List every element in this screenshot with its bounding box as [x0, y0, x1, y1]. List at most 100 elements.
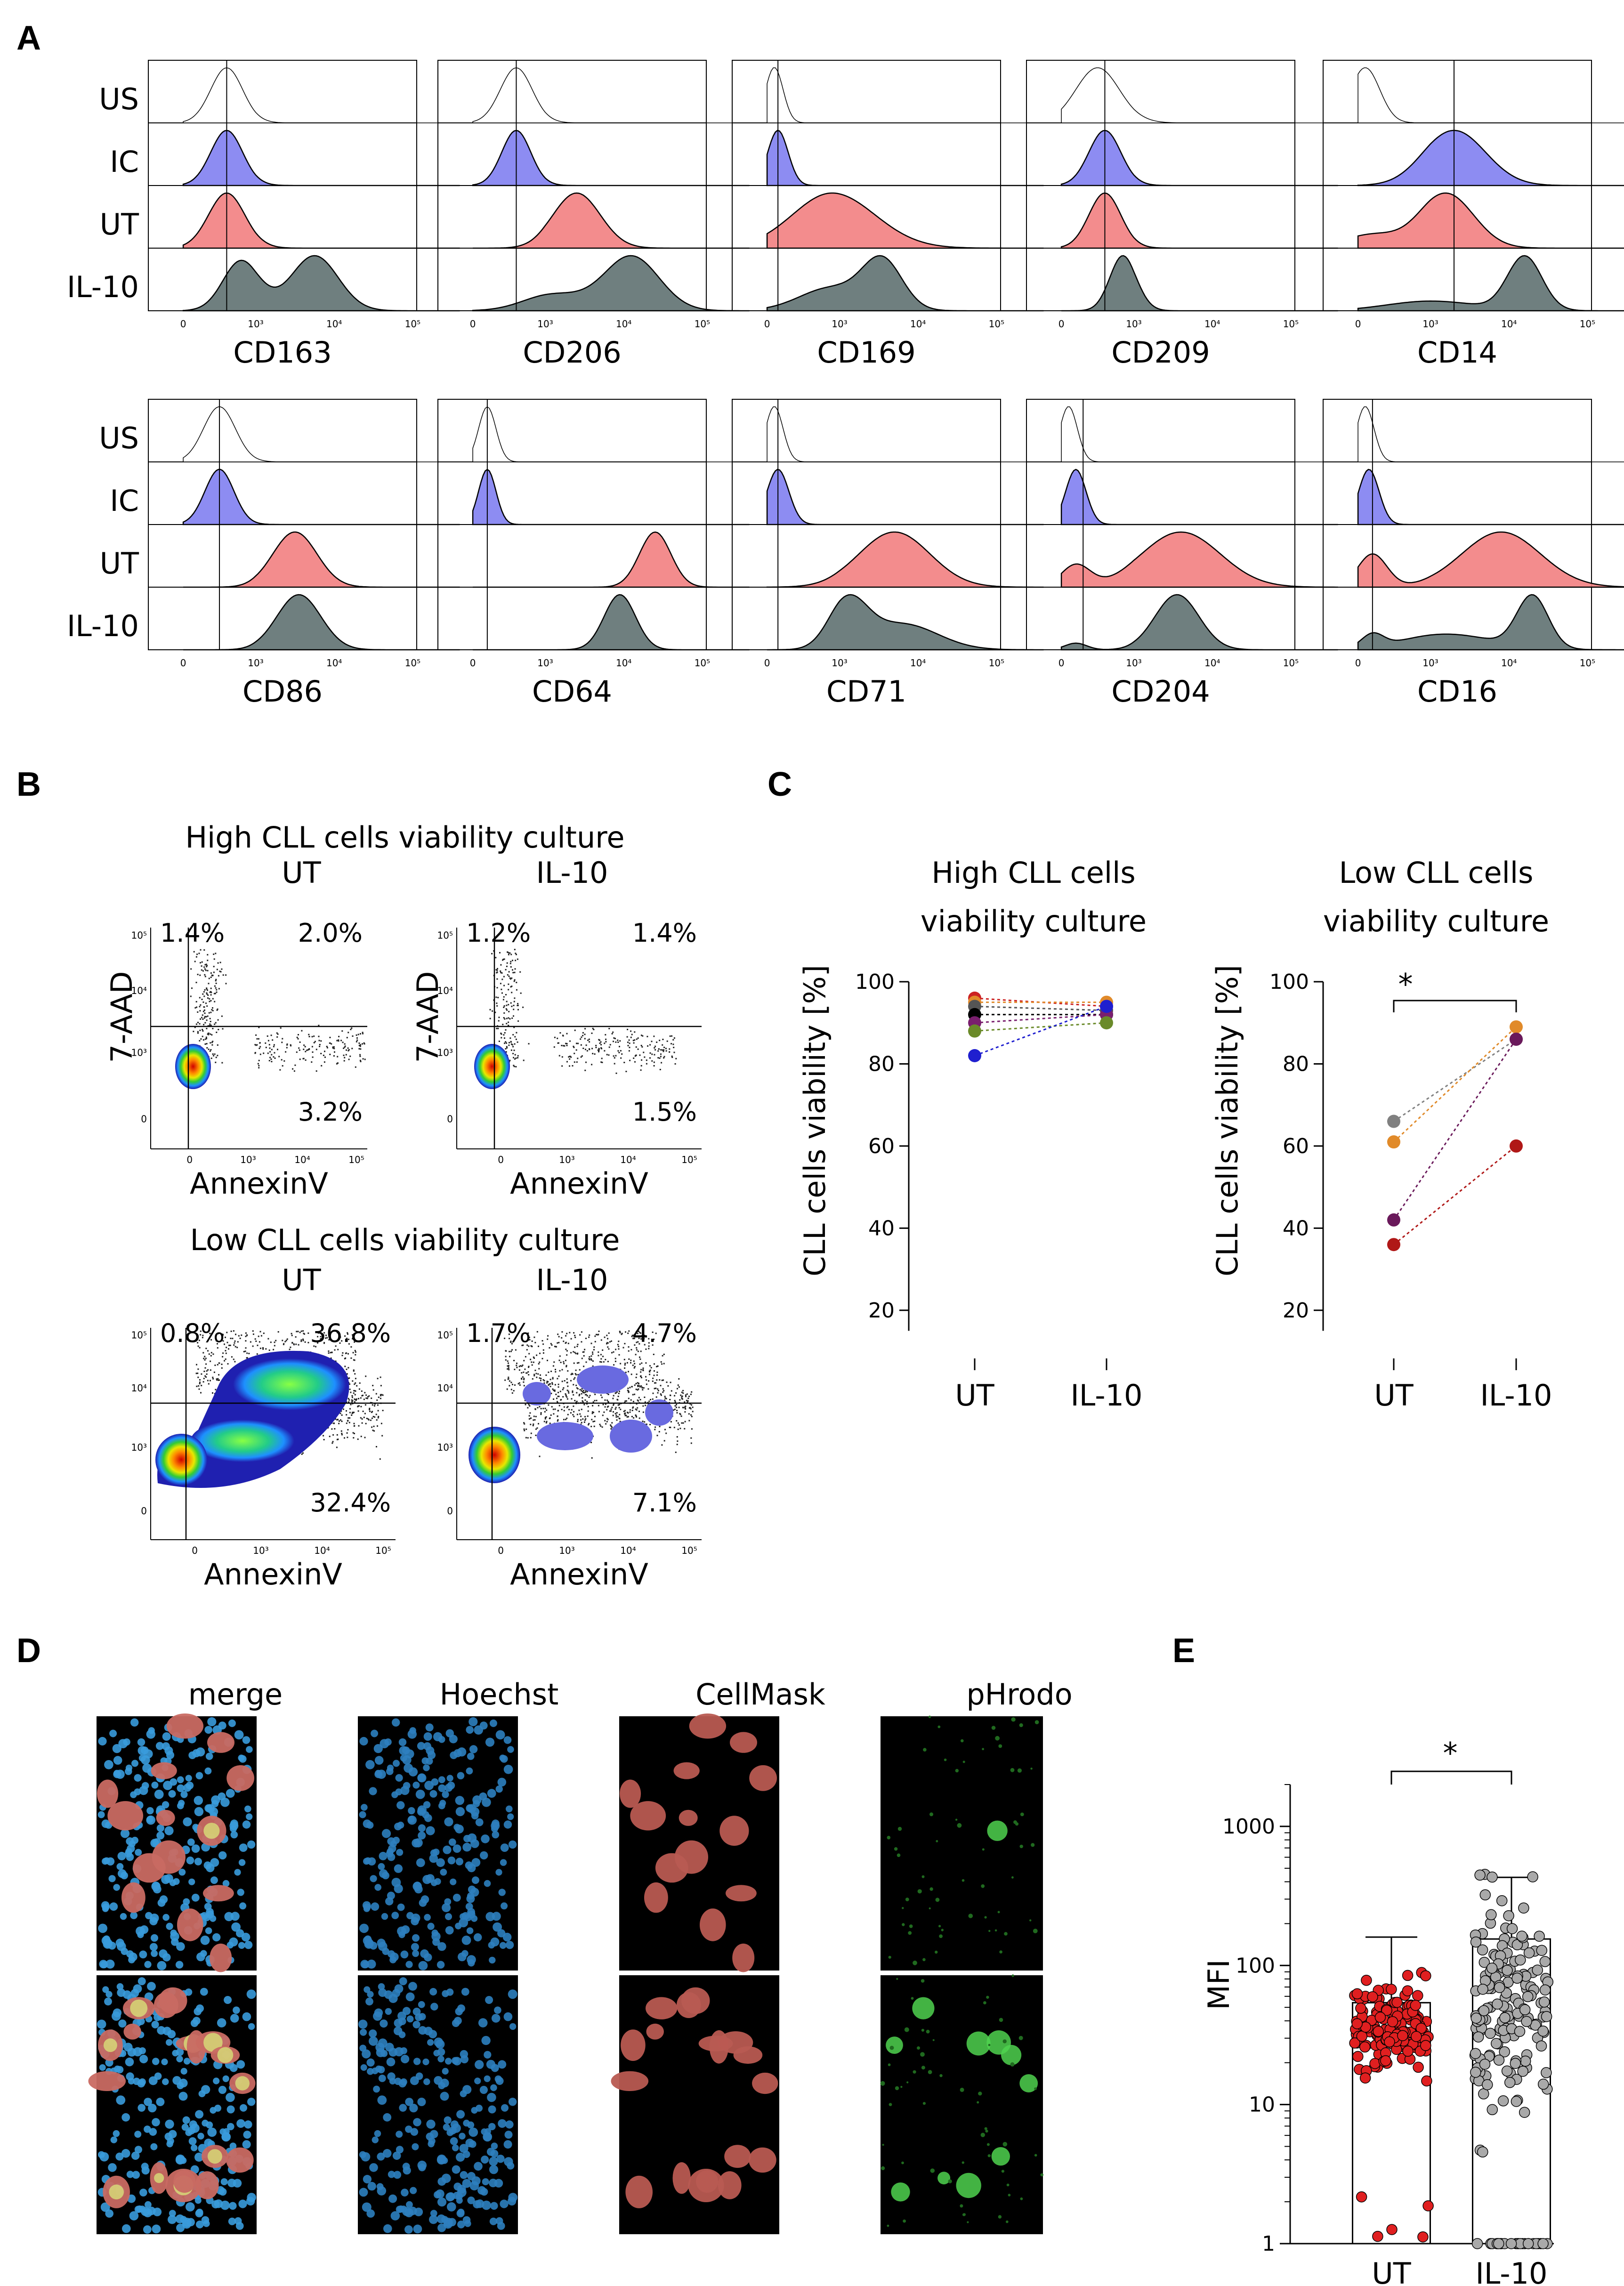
scale-bar-label: 50um — [1073, 2177, 1122, 2196]
data-point — [1477, 1983, 1488, 1995]
micrograph-hoechst-row1 — [358, 1716, 518, 1971]
data-point — [1478, 2005, 1490, 2017]
histogram-cd169-il-10 — [766, 255, 1044, 312]
data-point — [1374, 2011, 1386, 2023]
density-cluster — [523, 1382, 551, 1406]
histogram-panel-cd163: 0 10³ 10⁴ 10⁵ CD163 — [148, 60, 460, 370]
panel-label-a: A — [16, 19, 41, 57]
x-tick-label: 0 — [764, 657, 770, 669]
x-tick-label: 0 — [1058, 318, 1065, 330]
y-tick-label: 10 — [1249, 2093, 1275, 2117]
panel-c-right-title-2: viability culture — [1323, 904, 1549, 938]
data-point — [1402, 1970, 1414, 1981]
data-point — [1359, 2041, 1371, 2053]
data-point — [1516, 1931, 1527, 1942]
data-point — [1502, 1964, 1513, 1976]
row-label-ut: UT — [100, 546, 139, 581]
paired-line — [1393, 1145, 1517, 1245]
data-point — [1470, 2048, 1481, 2059]
data-point — [1521, 2016, 1532, 2028]
histogram-cd64-il-10 — [473, 594, 750, 651]
flow-plot-3: UT 0.8% 36.8% 32.4% 0 10³ 10⁴ 10⁵ 10⁵ 10⁴ 10³ 0 Anne… — [131, 1263, 396, 1591]
y-tick-label: 1000 — [1222, 1815, 1275, 1839]
x-tick-label: 0 — [470, 657, 476, 669]
data-point — [1471, 2238, 1483, 2249]
data-point — [1519, 2004, 1531, 2016]
data-point — [1510, 1033, 1523, 1046]
data-point — [1511, 1972, 1523, 1984]
data-point — [1511, 2096, 1522, 2107]
data-point — [1387, 1238, 1400, 1252]
data-point — [1397, 2030, 1408, 2041]
significance-bracket — [1390, 1770, 1512, 1785]
x-tick-label: 10⁵ — [989, 657, 1004, 669]
data-point — [1415, 2022, 1427, 2034]
scale-bar — [1069, 2166, 1125, 2170]
data-point — [1387, 1213, 1400, 1227]
x-axis-label: AnnexinV — [510, 1166, 648, 1201]
x-tick-label: 10⁵ — [375, 1545, 391, 1556]
x-tick-label: 10³ — [1422, 318, 1438, 330]
x-tick-label: 10⁵ — [405, 318, 420, 330]
marker-label-cd163: CD163 — [233, 335, 331, 370]
data-point — [1420, 2040, 1431, 2052]
marker-label-cd16: CD16 — [1417, 674, 1497, 709]
data-point — [1477, 1944, 1488, 1956]
histogram-cd86-us — [183, 406, 460, 462]
histogram-cd169-ic — [766, 129, 1044, 186]
histogram-cd204-ut — [1060, 531, 1338, 588]
data-point — [1474, 1869, 1486, 1881]
histogram-cd86-il-10 — [183, 594, 460, 651]
histogram-cd209-us — [1061, 67, 1338, 123]
x-category-label: UT — [955, 1378, 994, 1413]
x-tick-label: 10⁵ — [681, 1154, 697, 1165]
x-tick-label: 10⁴ — [294, 1154, 310, 1165]
panel-e-significance: * — [1443, 1736, 1458, 1770]
histogram-cd163-il-10 — [182, 255, 460, 312]
histogram-cd14-ut — [1357, 192, 1624, 249]
x-tick-label: 10³ — [248, 657, 263, 669]
data-point — [1391, 1996, 1403, 2008]
data-point — [1514, 2026, 1526, 2037]
histogram-panel-cd204: 0 10³ 10⁴ 10⁵ CD204 — [1026, 399, 1338, 709]
histogram-cd206-us — [472, 67, 750, 123]
data-point — [1499, 2012, 1511, 2023]
marker-label-cd204: CD204 — [1111, 674, 1210, 709]
panel-d-col-phrodo: pHrodo — [966, 1677, 1072, 1712]
histogram-panel-cd209: 0 10³ 10⁴ 10⁵ CD209 — [1026, 60, 1338, 370]
x-tick-label: 0 — [180, 657, 186, 669]
data-point — [1503, 1910, 1514, 1922]
y-tick-label: 10⁴ — [131, 985, 147, 996]
data-point — [1369, 2058, 1381, 2069]
data-point — [1420, 1970, 1431, 1981]
viability-chart-high: 20 40 60 80 100 UT IL-10 — [855, 970, 1142, 1413]
y-tick-label: 0 — [141, 1505, 147, 1517]
x-tick-label: 0 — [186, 1154, 193, 1165]
data-point — [1402, 2045, 1414, 2057]
x-tick-label: 0 — [764, 318, 770, 330]
histogram-cd204-il-10 — [1060, 594, 1338, 651]
histogram-cd71-il-10 — [767, 594, 1044, 651]
significance-bracket — [1393, 1000, 1517, 1012]
micrograph-phrodo-row1 — [881, 1715, 1043, 1971]
panel-c-right-title-1: Low CLL cells — [1339, 856, 1534, 890]
x-tick-label: 10³ — [1126, 318, 1141, 330]
data-point — [1535, 2040, 1547, 2052]
data-point — [1541, 2011, 1552, 2022]
panel-d-col-merge: merge — [188, 1677, 283, 1712]
x-tick-label: 10⁵ — [1580, 657, 1595, 669]
x-tick-label: 0 — [1355, 318, 1361, 330]
panel-d-col-cellmask: CellMask — [695, 1677, 825, 1712]
x-tick-label: 10³ — [559, 1545, 574, 1556]
data-point — [968, 1049, 981, 1062]
y-tick-label: 60 — [868, 1134, 895, 1158]
paired-line — [1393, 1039, 1517, 1220]
data-point — [1486, 1963, 1498, 1974]
x-tick-label: 10⁴ — [620, 1545, 636, 1556]
data-point — [1505, 2238, 1517, 2249]
histogram-cd64-ut — [473, 531, 750, 588]
x-tick-label: 10³ — [537, 657, 553, 669]
data-point — [1352, 2051, 1364, 2062]
micrograph-cellmask-row1 — [619, 1713, 779, 1972]
data-point — [1349, 2037, 1360, 2049]
